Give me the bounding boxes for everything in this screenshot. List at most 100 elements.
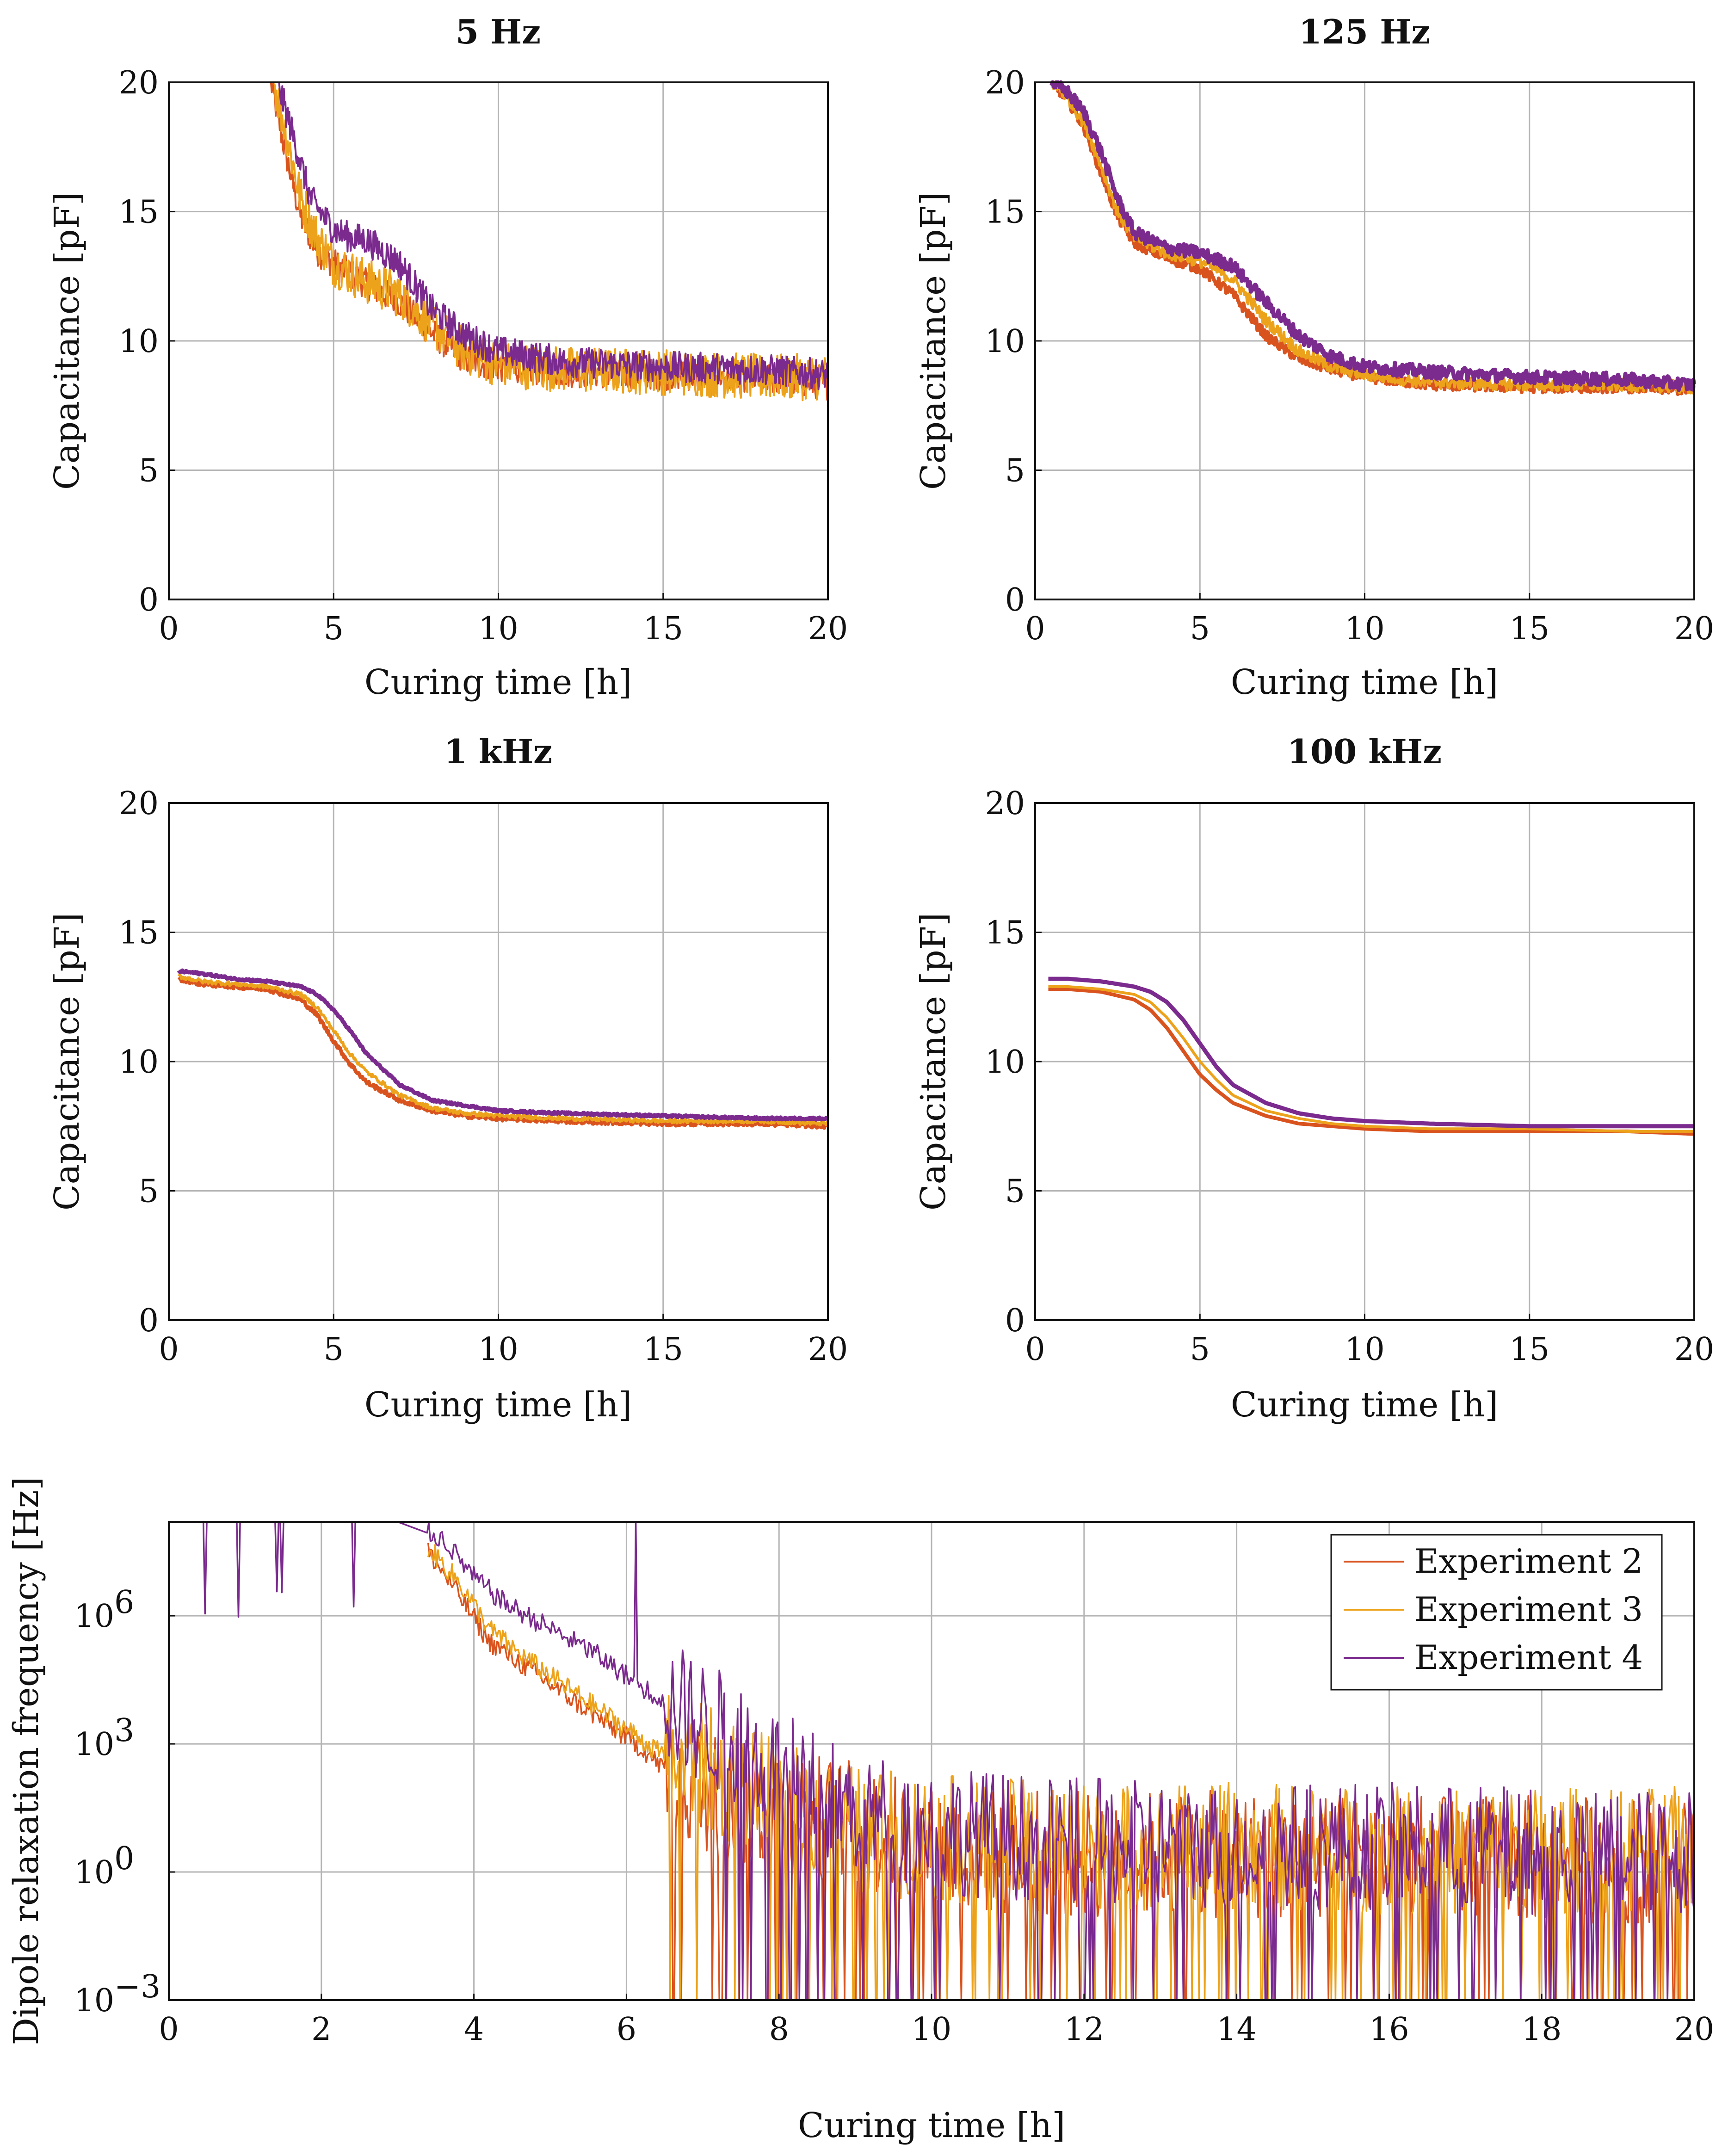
x-tick-label: 10 [478,1331,518,1368]
x-tick-label: 20 [808,1331,848,1368]
y-tick-label: 15 [985,915,1025,951]
y-tick-label: 10 [985,1044,1025,1081]
chart-5hz: 5 Hz 0 5 10 15 20 0 5 10 15 20 Curing time [h] Ca… [47,12,848,702]
y-tick-label: 0 [139,582,159,618]
y-tick-label: 5 [139,453,159,489]
x-tick-label: 2 [311,2011,331,2048]
x-tick-label: 0 [159,2011,179,2048]
x-tick-label: 15 [643,1331,683,1368]
x-tick-label: 20 [1674,2011,1715,2048]
x-tick-label: 20 [808,611,848,647]
series-line-experiment-3 [1048,985,1694,1133]
y-tick-label: 20 [985,65,1025,101]
legend: Experiment 2 Experiment 3 Experiment 4 [1330,1534,1663,1691]
series-layer [1049,80,1697,396]
y-tick-label: 5 [1005,1174,1025,1210]
series-line-experiment-4 [177,968,829,1122]
chart-100khz: 100 kHz 0 5 10 15 20 0 5 10 15 20 Curing time [h]… [913,732,1714,1425]
y-tick-label: 20 [118,65,159,101]
x-tick-label: 10 [912,2011,952,2048]
y-tick-label: 15 [985,194,1025,231]
y-tick-exponent: −3 [114,1969,160,2005]
x-axis-label: Curing time [h] [364,1385,632,1425]
x-tick-label: 10 [478,611,518,647]
series-line-experiment-4 [191,1521,1695,2001]
x-tick-label: 10 [1345,611,1385,647]
y-axis-label: Capacitance [pF] [47,913,87,1211]
series-layer [1048,976,1695,1136]
series-line-experiment-2 [427,1543,1695,2001]
y-tick-label: 15 [118,915,159,951]
x-tick-label: 5 [324,1331,344,1368]
chart-title: 1 kHz [444,732,552,771]
x-tick-label: 12 [1064,2011,1105,2048]
x-tick-label: 20 [1674,1331,1715,1368]
x-tick-label: 18 [1522,2011,1562,2048]
y-tick-label: 0 [139,1303,159,1339]
x-tick-label: 15 [1509,1331,1549,1368]
series-line-experiment-2 [178,976,829,1130]
y-tick-label: 10 [985,323,1025,360]
x-tick-label: 20 [1674,611,1715,647]
y-tick-label: 0 [1005,582,1025,618]
y-axis-label: Dipole relaxation frequency [Hz] [6,1477,46,2045]
legend-label-experiment-4: Experiment 4 [1414,1638,1643,1677]
x-tick-label: 16 [1369,2011,1409,2048]
series-line-experiment-4 [277,81,829,390]
x-axis-label: Curing time [h] [1231,1385,1498,1425]
grid [1035,803,1694,1320]
y-tick-label: 15 [118,194,159,231]
legend-entry-experiment-2: Experiment 2 [1344,1542,1643,1581]
y-tick-label: 10 [118,323,159,360]
series-line-experiment-2 [1050,80,1695,396]
x-tick-label: 5 [1190,1331,1210,1368]
y-axis-label: Capacitance [pF] [913,913,953,1211]
x-tick-label: 6 [617,2011,636,2048]
x-tick-label: 5 [324,611,344,647]
x-tick-label: 15 [643,611,683,647]
grid [169,803,828,1320]
series-layer [191,1521,1695,2001]
legend-label-experiment-2: Experiment 2 [1414,1542,1643,1581]
legend-entry-experiment-4: Experiment 4 [1344,1638,1643,1677]
x-tick-label: 0 [1025,1331,1045,1368]
legend-label-experiment-3: Experiment 3 [1414,1590,1643,1629]
tick-labels: 0 5 10 15 20 0 5 10 15 20 [985,65,1714,647]
x-tick-label: 10 [1345,1331,1385,1368]
y-axis-label: Capacitance [pF] [47,192,87,490]
legend-entry-experiment-3: Experiment 3 [1344,1590,1643,1629]
series-line-experiment-3 [178,973,828,1127]
x-axis-label: Curing time [h] [364,662,632,702]
x-tick-label: 4 [464,2011,484,2048]
x-axis-label: Curing time [h] [1231,662,1498,702]
x-tick-label: 0 [159,1331,179,1368]
chart-title: 5 Hz [456,12,541,51]
chart-title: 100 kHz [1287,732,1442,771]
y-tick-label: 10 [74,1598,114,1635]
x-axis-label: Curing time [h] [798,2106,1065,2145]
y-tick-label: 20 [118,785,159,822]
x-tick-label: 0 [1025,611,1045,647]
y-tick-label: 10 [74,1983,114,2019]
x-tick-label: 14 [1216,2011,1257,2048]
legend-box [1330,1534,1663,1691]
y-axis-label: Capacitance [pF] [913,192,953,490]
tick-labels: 0 5 10 15 20 0 5 10 15 20 [985,785,1714,1368]
y-tick-label: 20 [985,785,1025,822]
tick-labels: 0 5 10 15 20 0 5 10 15 20 [118,785,848,1368]
series-layer [177,968,829,1130]
chart-1khz: 1 kHz 0 5 10 15 20 0 5 10 15 20 Curing time [h] C… [47,732,848,1425]
y-tick-exponent: 0 [114,1841,134,1877]
y-tick-exponent: 6 [114,1584,134,1621]
x-tick-label: 8 [769,2011,789,2048]
grid [1035,82,1694,599]
tick-labels: 0 5 10 15 20 0 5 10 15 20 [118,65,848,647]
x-tick-label: 5 [1190,611,1210,647]
y-tick-label: 10 [74,1726,114,1763]
series-line-experiment-4 [1049,80,1697,392]
series-layer [270,81,829,402]
y-tick-label: 10 [118,1044,159,1081]
